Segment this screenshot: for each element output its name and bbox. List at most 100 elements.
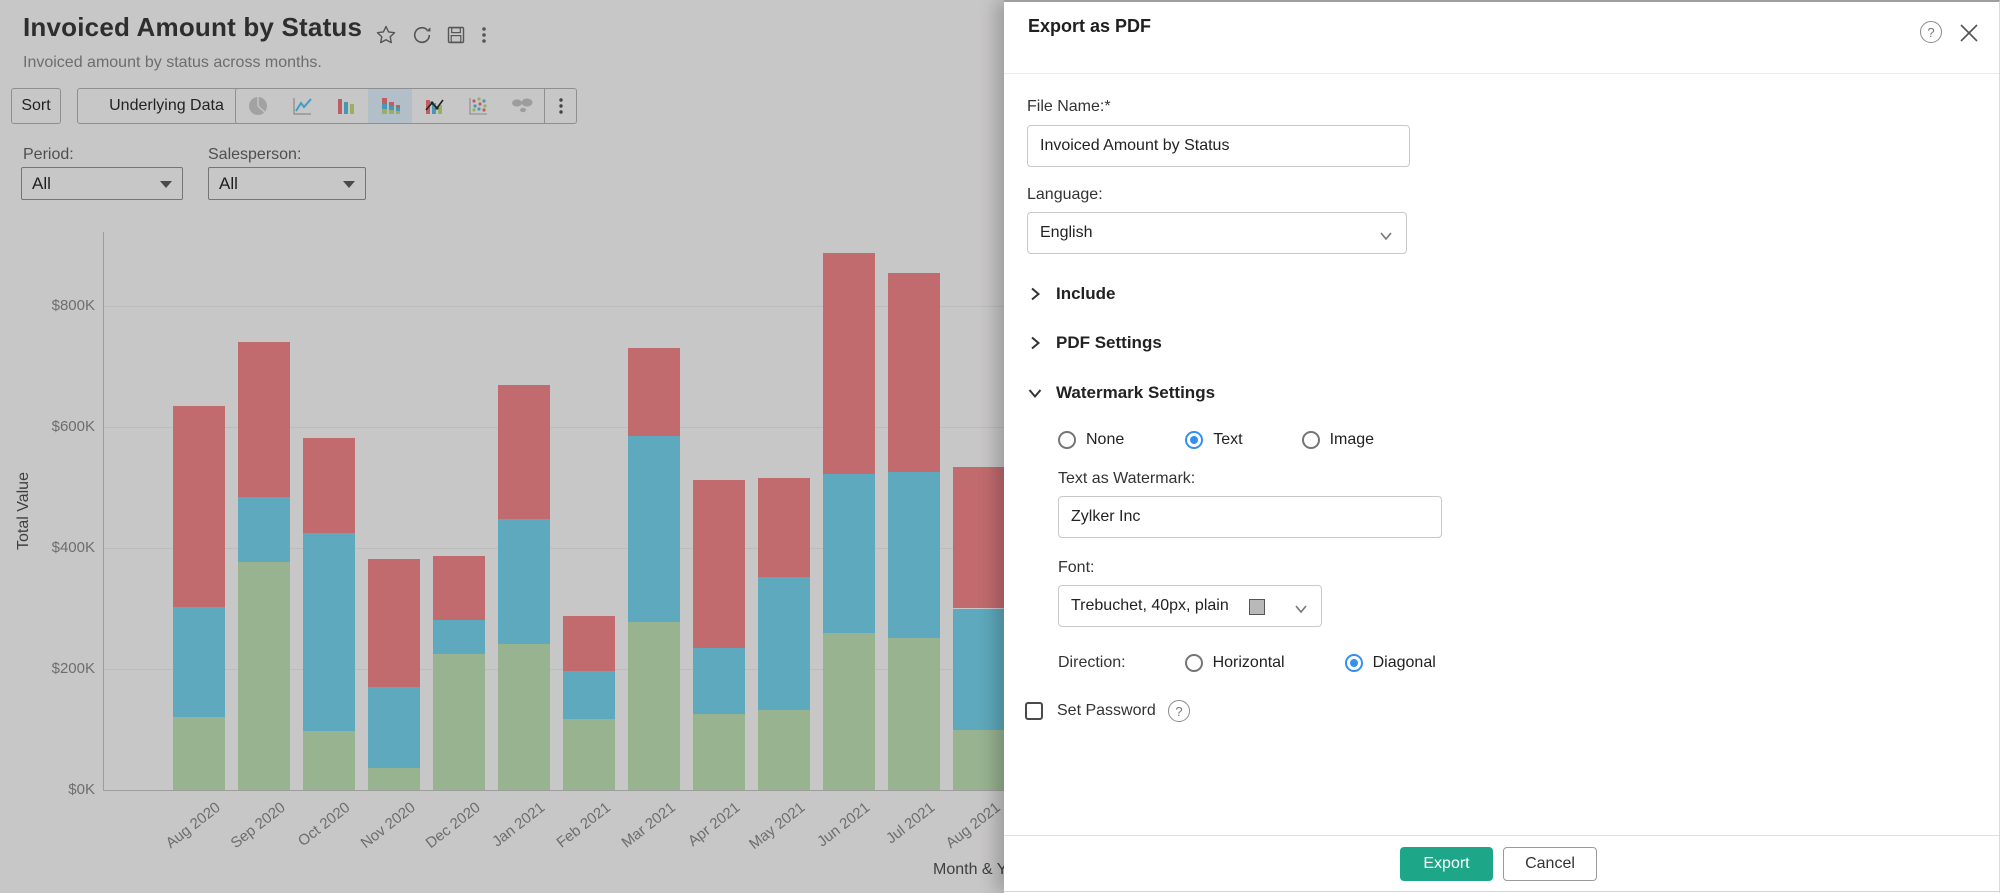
- refresh-icon[interactable]: [410, 23, 434, 47]
- bar-segment-red[interactable]: [563, 615, 615, 672]
- bar-segment-red[interactable]: [238, 341, 290, 497]
- radio-horizontal-label[interactable]: Horizontal: [1212, 654, 1285, 671]
- period-filter-select[interactable]: All: [21, 167, 183, 200]
- y-axis-title: Total Value: [15, 472, 32, 550]
- bar-segment-blue[interactable]: [433, 619, 485, 654]
- chart-type-bar-icon[interactable]: [324, 89, 368, 123]
- bar-segment-green[interactable]: [173, 717, 225, 790]
- bar-segment-red[interactable]: [693, 480, 745, 649]
- bar-segment-blue[interactable]: [953, 608, 1005, 730]
- y-tick-label: $800K: [51, 297, 95, 314]
- bar-segment-green[interactable]: [563, 719, 615, 790]
- font-color-swatch[interactable]: [1249, 599, 1265, 615]
- x-tick-label: Oct 2020: [295, 799, 354, 850]
- bar-segment-green[interactable]: [758, 709, 810, 790]
- chart-type-stacked-bar-icon[interactable]: [368, 89, 412, 123]
- bar-segment-blue[interactable]: [173, 607, 225, 718]
- file-name-label: File Name:*: [1027, 98, 1111, 115]
- chevron-down-icon: [1379, 228, 1393, 246]
- bar-segment-red[interactable]: [498, 384, 550, 519]
- page-title: Invoiced Amount by Status: [23, 12, 363, 42]
- section-include[interactable]: Include: [1027, 284, 1116, 304]
- salesperson-filter-select[interactable]: All: [208, 167, 366, 200]
- x-tick-label: Apr 2021: [685, 799, 744, 850]
- font-label: Font:: [1058, 559, 1095, 576]
- y-axis-line: [103, 232, 104, 790]
- bar-segment-green[interactable]: [368, 768, 420, 790]
- bar-segment-red[interactable]: [758, 478, 810, 578]
- chart-type-scatter-icon[interactable]: [456, 89, 500, 123]
- x-tick-label: Jul 2021: [883, 799, 939, 848]
- more-chart-types-icon[interactable]: [545, 89, 576, 123]
- bar-segment-blue[interactable]: [693, 648, 745, 715]
- underlying-data-button[interactable]: Underlying Data: [77, 88, 256, 124]
- x-tick-label: Sep 2020: [227, 799, 289, 852]
- bar-segment-red[interactable]: [368, 559, 420, 688]
- bar-segment-blue[interactable]: [563, 671, 615, 720]
- radio-image-label[interactable]: Image: [1329, 431, 1375, 448]
- radio-text[interactable]: [1185, 431, 1204, 449]
- bar-segment-red[interactable]: [303, 438, 355, 534]
- y-tick-label: $0K: [68, 781, 95, 798]
- bar-segment-green[interactable]: [693, 714, 745, 790]
- bar-segment-red[interactable]: [173, 405, 225, 608]
- chart-type-combo-icon[interactable]: [412, 89, 456, 123]
- bar-segment-green[interactable]: [433, 653, 485, 790]
- bar-segment-blue[interactable]: [888, 471, 940, 639]
- x-axis-title: Month & Y: [933, 861, 1008, 878]
- radio-none[interactable]: [1058, 431, 1076, 449]
- chart-type-line-icon[interactable]: [280, 89, 324, 123]
- set-password-checkbox[interactable]: [1025, 702, 1043, 720]
- bar-segment-blue[interactable]: [238, 496, 290, 562]
- bar-segment-green[interactable]: [498, 644, 550, 790]
- radio-text-label[interactable]: Text: [1213, 431, 1243, 448]
- section-pdf-settings[interactable]: PDF Settings: [1027, 333, 1162, 353]
- x-tick-label: Aug 2021: [942, 799, 1004, 852]
- bar-segment-blue[interactable]: [823, 474, 875, 634]
- radio-none-label[interactable]: None: [1086, 431, 1125, 448]
- bar-segment-blue[interactable]: [628, 436, 680, 622]
- bar-segment-red[interactable]: [953, 466, 1005, 609]
- chart-type-map-icon[interactable]: [500, 89, 544, 123]
- password-help-icon[interactable]: ?: [1168, 700, 1190, 722]
- radio-image[interactable]: [1301, 431, 1320, 449]
- cancel-button[interactable]: Cancel: [1503, 847, 1597, 881]
- text-watermark-input[interactable]: [1058, 496, 1442, 538]
- bar-segment-blue[interactable]: [368, 687, 420, 769]
- header-divider: [1004, 73, 1999, 74]
- export-button[interactable]: Export: [1400, 847, 1493, 881]
- bar-segment-red[interactable]: [823, 252, 875, 475]
- bar-segment-green[interactable]: [823, 633, 875, 790]
- more-options-icon[interactable]: [472, 23, 496, 47]
- star-icon[interactable]: [374, 23, 398, 47]
- gridline: [103, 669, 1010, 670]
- save-icon[interactable]: [444, 23, 468, 47]
- x-axis-line: [103, 790, 1010, 791]
- sort-button[interactable]: Sort: [11, 88, 61, 124]
- bar-segment-green[interactable]: [953, 729, 1005, 790]
- bar-segment-green[interactable]: [303, 730, 355, 790]
- y-tick-label: $200K: [51, 660, 95, 677]
- x-tick-label: Dec 2020: [422, 799, 484, 852]
- radio-horizontal[interactable]: [1184, 654, 1203, 672]
- help-icon[interactable]: ?: [1920, 21, 1942, 43]
- font-select[interactable]: Trebuchet, 40px, plain: [1058, 585, 1322, 627]
- bar-segment-red[interactable]: [888, 273, 940, 472]
- language-select[interactable]: English: [1027, 212, 1407, 254]
- bar-segment-green[interactable]: [628, 621, 680, 790]
- section-watermark-settings[interactable]: Watermark Settings: [1027, 383, 1215, 403]
- bar-segment-red[interactable]: [433, 556, 485, 620]
- bar-segment-red[interactable]: [628, 347, 680, 437]
- file-name-input[interactable]: [1027, 125, 1410, 167]
- bar-segment-green[interactable]: [888, 638, 940, 790]
- close-icon[interactable]: [1957, 21, 1981, 45]
- bar-segment-blue[interactable]: [303, 533, 355, 731]
- chevron-right-icon: [1031, 336, 1041, 350]
- bar-segment-green[interactable]: [238, 561, 290, 790]
- radio-diagonal[interactable]: [1344, 654, 1363, 672]
- bar-segment-blue[interactable]: [498, 518, 550, 645]
- set-password-label: Set Password: [1057, 702, 1156, 719]
- radio-diagonal-label[interactable]: Diagonal: [1372, 654, 1436, 671]
- bar-segment-blue[interactable]: [758, 577, 810, 710]
- chart-type-pie-icon[interactable]: [236, 89, 280, 123]
